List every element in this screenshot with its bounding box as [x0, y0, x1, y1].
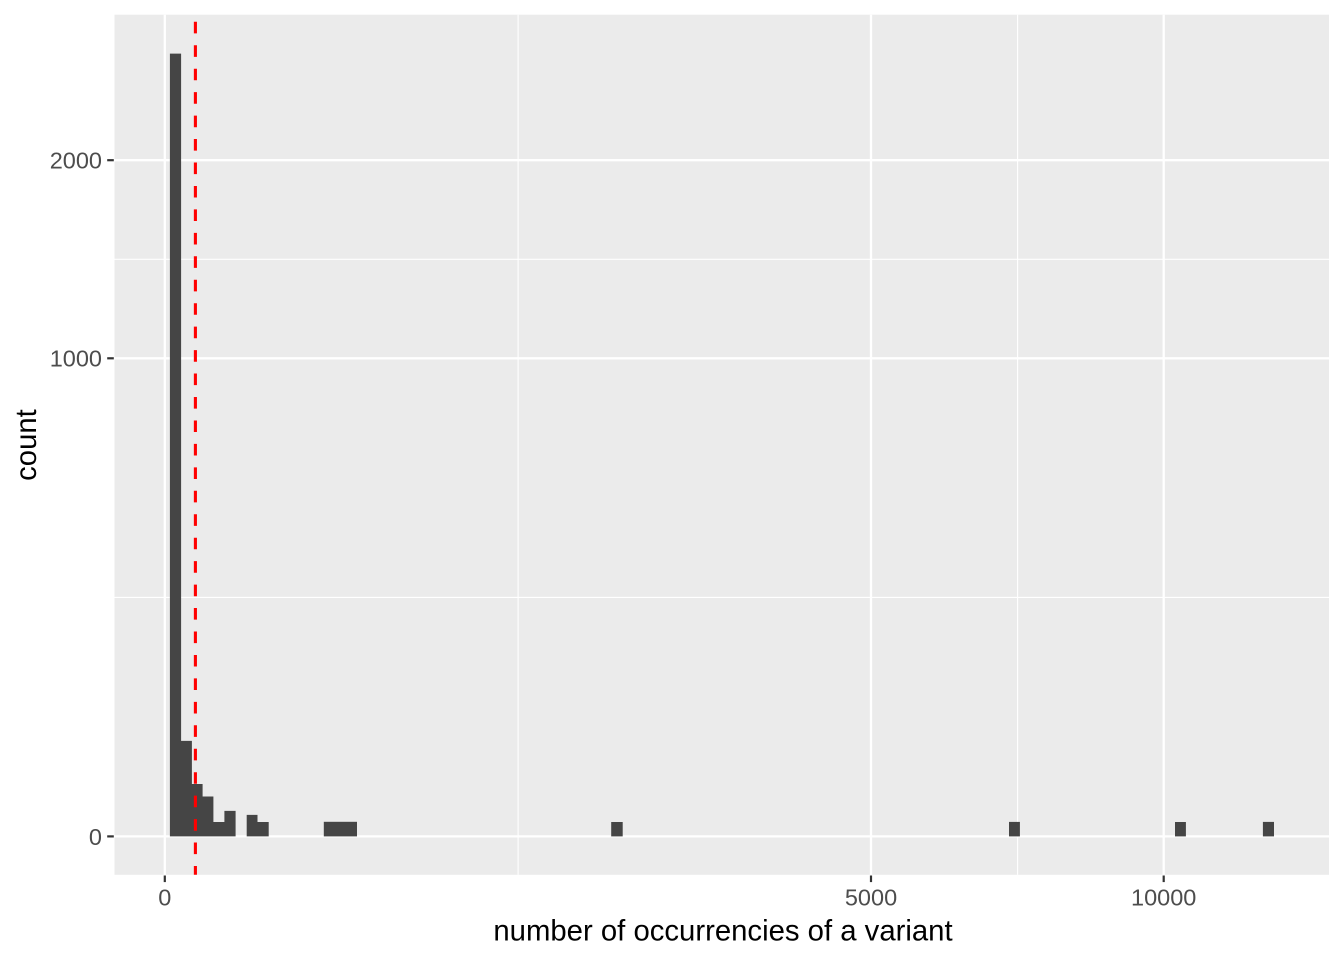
svg-text:2000: 2000 — [50, 148, 102, 174]
svg-text:number of occurrencies of a va: number of occurrencies of a variant — [493, 914, 952, 947]
svg-text:1000: 1000 — [50, 346, 102, 372]
svg-text:0: 0 — [158, 885, 171, 911]
svg-text:10000: 10000 — [1131, 885, 1196, 911]
svg-text:5000: 5000 — [845, 885, 897, 911]
svg-text:0: 0 — [89, 824, 102, 850]
svg-text:count: count — [10, 409, 43, 481]
